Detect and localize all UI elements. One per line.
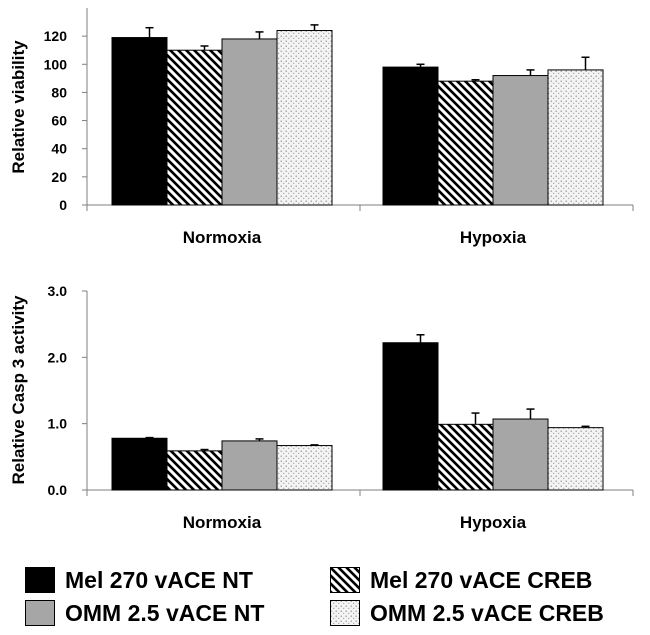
y-tick-label: 40 (51, 141, 67, 157)
y-tick-label: 3.0 (48, 283, 68, 299)
category-label-hypoxia: Hypoxia (460, 228, 527, 247)
bar-hypoxia-mel-creb (437, 423, 494, 491)
bar-normoxia-mel-nt (111, 37, 168, 206)
y-tick-label: 0 (59, 197, 67, 213)
bar-normoxia-mel-creb (166, 49, 223, 206)
legend-item-omm-nt: OMM 2.5 vACE NT (25, 598, 264, 628)
casp3-chart: Relative Casp 3 activity 0.0 1.0 2.0 3.0 Norm… (9, 283, 634, 532)
category-label-normoxia: Normoxia (183, 228, 262, 247)
y-axis-label: Relative viability (9, 40, 28, 174)
bar-hypoxia-mel-nt (382, 66, 439, 206)
bar-hypoxia-mel-creb (437, 80, 494, 206)
category-label-hypoxia: Hypoxia (460, 513, 527, 532)
bar-hypoxia-omm-nt (492, 418, 549, 491)
bar-normoxia-mel-nt (111, 437, 168, 491)
bar-normoxia-omm-nt (221, 38, 278, 206)
legend-item-mel-nt: Mel 270 vACE NT (25, 565, 253, 595)
bar-normoxia-omm-creb (276, 445, 333, 491)
legend-swatch-stripes (330, 567, 360, 593)
y-tick-label: 80 (51, 84, 67, 100)
legend-label: Mel 270 vACE NT (65, 566, 253, 593)
bar-normoxia-omm-nt (221, 440, 278, 491)
y-tick-label: 2.0 (48, 349, 68, 365)
y-axis-label: Relative Casp 3 activity (9, 295, 28, 485)
legend-item-mel-creb: Mel 270 vACE CREB (330, 565, 592, 595)
legend-label: OMM 2.5 vACE CREB (370, 599, 604, 626)
y-tick-label: 60 (51, 113, 67, 129)
bar-hypoxia-omm-creb (547, 427, 604, 491)
y-tick-label: 1.0 (48, 416, 68, 432)
category-label-normoxia: Normoxia (183, 513, 262, 532)
y-tick-label: 100 (44, 56, 68, 72)
bar-hypoxia-omm-creb (547, 69, 604, 206)
legend-label: OMM 2.5 vACE NT (65, 599, 265, 626)
legend-swatch-stipple (330, 600, 360, 626)
bar-normoxia-omm-creb (276, 30, 333, 206)
bar-hypoxia-omm-nt (492, 75, 549, 206)
legend: Mel 270 vACE NT Mel 270 vACE CREB OMM 2.… (0, 558, 650, 635)
y-tick-label: 20 (51, 169, 67, 185)
legend-swatch-solid-black (25, 567, 55, 593)
viability-chart: Relative viability 0 20 40 60 80 100 120 Normoxi… (9, 8, 634, 247)
bar-normoxia-mel-creb (166, 450, 223, 491)
legend-item-omm-creb: OMM 2.5 vACE CREB (330, 598, 604, 628)
y-tick-label: 0.0 (48, 482, 68, 498)
y-tick-label: 120 (44, 28, 68, 44)
legend-label: Mel 270 vACE CREB (370, 566, 593, 593)
bar-hypoxia-mel-nt (382, 342, 439, 491)
legend-swatch-solid-gray (25, 600, 55, 626)
